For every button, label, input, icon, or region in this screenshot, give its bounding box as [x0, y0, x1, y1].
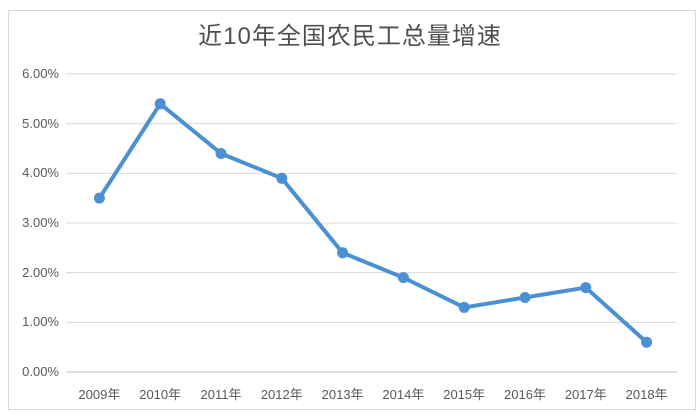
- data-point-marker: [154, 98, 166, 110]
- x-tick-label: 2011年: [200, 387, 242, 402]
- y-tick-label: 4.00%: [22, 165, 59, 181]
- data-point-marker: [641, 336, 653, 348]
- chart-frame: [8, 10, 696, 410]
- x-tick-label: 2013年: [321, 387, 364, 402]
- y-tick-label: 0.00%: [22, 364, 59, 379]
- x-tick-label: 2018年: [625, 387, 668, 402]
- y-tick-label: 5.00%: [22, 115, 59, 131]
- y-tick-label: 1.00%: [22, 314, 59, 330]
- data-point-marker: [458, 301, 470, 313]
- data-point-marker: [397, 272, 409, 284]
- y-tick-label: 3.00%: [22, 215, 59, 230]
- x-tick-label: 2017年: [564, 387, 607, 402]
- data-point-marker: [276, 172, 288, 184]
- data-point-marker: [519, 292, 531, 303]
- data-point-marker: [580, 282, 592, 294]
- x-tick-label: 2010年: [139, 387, 182, 402]
- data-point-marker: [93, 192, 105, 204]
- trend-line: [97, 101, 649, 345]
- y-tick-label: 2.00%: [22, 264, 59, 280]
- x-tick-label: 2014年: [382, 387, 425, 402]
- x-tick-label: 2012年: [260, 387, 303, 402]
- data-point-marker: [215, 147, 227, 159]
- x-tick-label: 2015年: [443, 387, 486, 402]
- x-tick-label: 2009年: [78, 387, 121, 402]
- chart-title: 近10年全国农民工总量增速: [198, 23, 502, 50]
- data-point-marker: [337, 247, 349, 259]
- x-tick-label: 2016年: [504, 387, 546, 402]
- y-tick-label: 6.00%: [22, 66, 59, 81]
